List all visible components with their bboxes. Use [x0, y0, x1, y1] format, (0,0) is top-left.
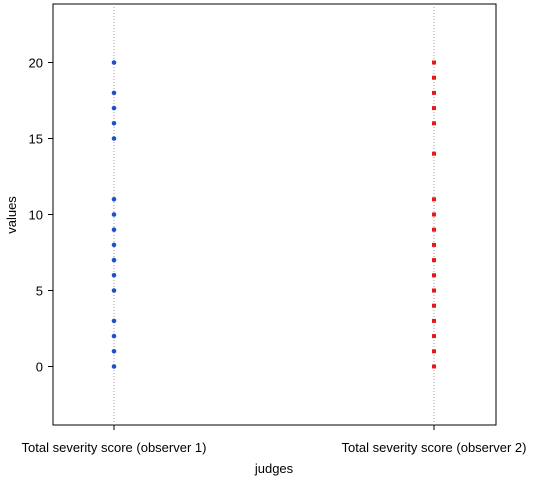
data-point: [111, 227, 117, 232]
data-point: [432, 121, 436, 126]
data-point: [111, 257, 117, 263]
data-point: [111, 333, 117, 339]
data-point: [432, 197, 436, 202]
data-point: [432, 151, 436, 156]
plot-frame: [52, 3, 497, 426]
x-tick-label: Total severity score (observer 1): [22, 440, 207, 455]
data-point: [111, 349, 117, 354]
data-point: [432, 242, 436, 247]
data-point: [432, 258, 436, 263]
data-point: [432, 303, 436, 308]
data-point: [111, 136, 117, 141]
y-axis: 0 5 10 15 20: [29, 56, 53, 375]
data-point: [432, 349, 436, 354]
x-tick-label: Total severity score (observer 2): [342, 440, 527, 455]
y-tick-label: 10: [29, 208, 43, 223]
data-point: [111, 121, 117, 126]
data-point: [111, 90, 117, 96]
data-point: [432, 364, 436, 369]
data-point: [432, 288, 436, 293]
x-axis: Total severity score (observer 1) Total s…: [22, 425, 527, 455]
y-tick-label: 15: [29, 132, 43, 147]
data-point: [111, 197, 117, 202]
data-point: [111, 273, 117, 278]
y-axis-title: values: [4, 196, 19, 234]
data-point: [111, 105, 117, 111]
data-point: [111, 242, 117, 248]
data-point: [432, 75, 436, 80]
data-point: [432, 334, 436, 339]
data-point: [111, 288, 117, 293]
y-tick-label: 5: [36, 284, 43, 299]
data-point: [111, 364, 117, 369]
x-axis-title: judges: [254, 461, 294, 476]
data-point: [432, 318, 436, 323]
data-point: [432, 273, 436, 278]
data-point: [432, 106, 436, 111]
data-point: [432, 60, 436, 65]
data-point: [432, 212, 436, 217]
data-point: [111, 60, 117, 65]
y-tick-label: 20: [29, 56, 43, 71]
y-tick-label: 0: [36, 360, 43, 375]
data-point: [111, 318, 117, 324]
data-point: [432, 227, 436, 232]
data-point: [111, 212, 117, 217]
data-points: [111, 60, 436, 369]
data-point: [432, 90, 436, 95]
